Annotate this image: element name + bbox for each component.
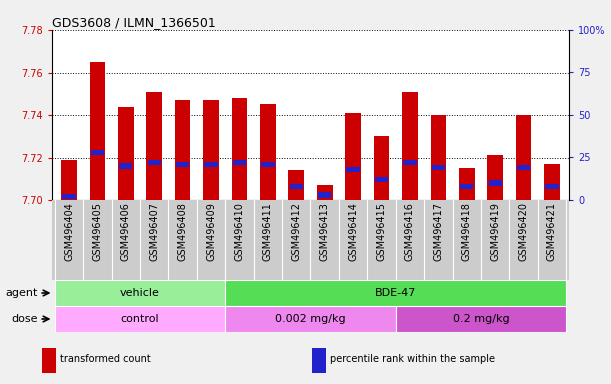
Bar: [262, 162, 274, 167]
Bar: [148, 160, 161, 165]
Bar: [516, 115, 532, 200]
Bar: [345, 113, 361, 200]
Bar: [432, 165, 445, 170]
Text: dose: dose: [11, 314, 38, 324]
Text: GSM496415: GSM496415: [376, 202, 387, 262]
Bar: [176, 162, 189, 167]
Text: GSM496410: GSM496410: [235, 202, 244, 261]
Bar: [225, 306, 396, 332]
Bar: [62, 194, 76, 199]
Text: GSM496412: GSM496412: [291, 202, 301, 262]
Bar: [488, 156, 503, 200]
Bar: [545, 184, 558, 189]
Bar: [290, 184, 303, 189]
Text: GSM496414: GSM496414: [348, 202, 358, 261]
Bar: [312, 348, 326, 373]
Text: BDE-47: BDE-47: [375, 288, 417, 298]
Bar: [260, 104, 276, 200]
Text: GSM496421: GSM496421: [547, 202, 557, 262]
Bar: [90, 62, 105, 200]
Text: 0.2 mg/kg: 0.2 mg/kg: [453, 314, 509, 324]
Bar: [91, 150, 104, 155]
Text: GSM496420: GSM496420: [519, 202, 529, 262]
Bar: [233, 160, 246, 165]
Text: percentile rank within the sample: percentile rank within the sample: [329, 354, 494, 364]
Bar: [460, 184, 474, 189]
Text: 0.002 mg/kg: 0.002 mg/kg: [275, 314, 346, 324]
Bar: [119, 163, 133, 169]
Text: GDS3608 / ILMN_1366501: GDS3608 / ILMN_1366501: [52, 16, 216, 29]
Text: control: control: [121, 314, 159, 324]
Bar: [346, 167, 360, 172]
Text: GSM496407: GSM496407: [149, 202, 159, 262]
Bar: [374, 136, 389, 200]
Bar: [489, 180, 502, 185]
Bar: [431, 115, 446, 200]
Bar: [61, 160, 77, 200]
Text: GSM496413: GSM496413: [320, 202, 330, 261]
Bar: [459, 168, 475, 200]
Text: agent: agent: [5, 288, 38, 298]
Bar: [317, 185, 332, 200]
Bar: [402, 92, 418, 200]
Text: vehicle: vehicle: [120, 288, 160, 298]
Text: GSM496411: GSM496411: [263, 202, 273, 261]
Text: GSM496409: GSM496409: [206, 202, 216, 261]
Text: GSM496417: GSM496417: [433, 202, 444, 262]
Bar: [288, 170, 304, 200]
Bar: [375, 177, 388, 182]
Text: GSM496405: GSM496405: [92, 202, 103, 262]
Bar: [225, 280, 566, 306]
Text: GSM496408: GSM496408: [178, 202, 188, 261]
Bar: [205, 162, 218, 167]
Bar: [55, 306, 225, 332]
Bar: [147, 92, 162, 200]
Text: GSM496416: GSM496416: [405, 202, 415, 261]
Bar: [42, 348, 56, 373]
Bar: [403, 160, 417, 165]
Bar: [544, 164, 560, 200]
Text: GSM496404: GSM496404: [64, 202, 74, 261]
Bar: [118, 106, 134, 200]
Bar: [396, 306, 566, 332]
Bar: [55, 280, 225, 306]
Text: GSM496419: GSM496419: [490, 202, 500, 261]
Bar: [232, 98, 247, 200]
Bar: [175, 100, 191, 200]
Bar: [517, 165, 530, 170]
Bar: [203, 100, 219, 200]
Bar: [318, 192, 331, 197]
Text: transformed count: transformed count: [60, 354, 150, 364]
Text: GSM496418: GSM496418: [462, 202, 472, 261]
Text: GSM496406: GSM496406: [121, 202, 131, 261]
